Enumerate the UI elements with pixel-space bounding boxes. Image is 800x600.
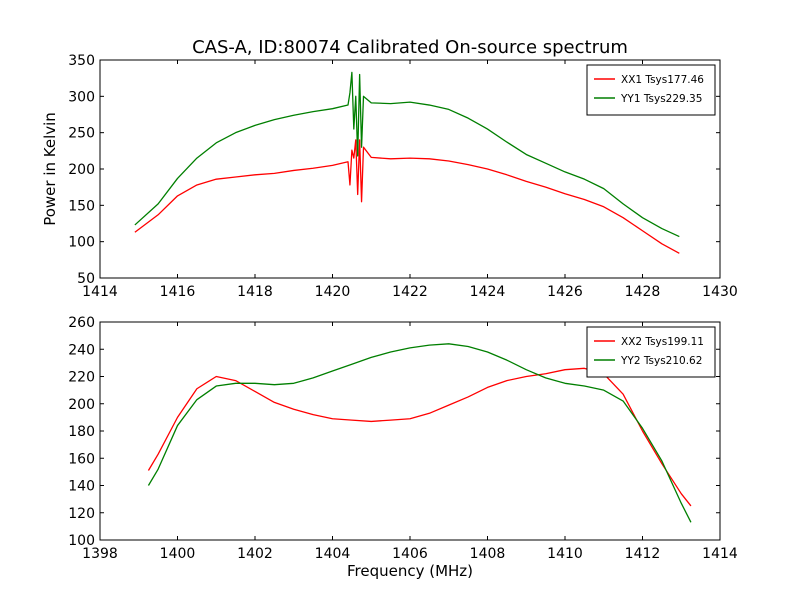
chart-title: CAS-A, ID:80074 Calibrated On-source spe… — [192, 37, 628, 58]
y-tick-label: 220 — [68, 370, 95, 386]
series-line-2 — [134, 71, 680, 238]
x-tick-label: 1408 — [470, 546, 506, 562]
x-tick-label: 1430 — [702, 284, 738, 300]
legend-label: YY2 Tsys210.62 — [620, 355, 702, 367]
y-tick-label: 100 — [68, 533, 95, 549]
x-tick-label: 1418 — [237, 284, 273, 300]
y-tick-label: 260 — [68, 315, 95, 331]
y-tick-label: 150 — [68, 198, 95, 214]
y-tick-label: 300 — [68, 89, 95, 105]
legend-box — [586, 326, 716, 378]
y-tick-label: 250 — [68, 126, 95, 142]
y-tick-label: 350 — [68, 53, 95, 69]
x-tick-label: 1426 — [547, 284, 583, 300]
y-tick-label: 100 — [68, 235, 95, 251]
y-tick-label: 50 — [77, 271, 95, 287]
x-tick-label: 1420 — [315, 284, 351, 300]
y-tick-label: 200 — [68, 397, 95, 413]
y-tick-label: 120 — [68, 506, 95, 522]
x-tick-label: 1422 — [392, 284, 428, 300]
x-tick-label: 1414 — [702, 546, 738, 562]
y-tick-label: 180 — [68, 424, 95, 440]
top-panel: 1414 1416 1418 1420 1422 1424 1426 1428 1430 50 10… — [41, 53, 738, 300]
legend-box — [586, 64, 716, 116]
legend-label: XX1 Tsys177.46 — [621, 74, 704, 86]
x-tick-label: 1428 — [625, 284, 661, 300]
bottom-panel: 1398 1400 1402 1404 1406 1408 1410 1412 1414 100 1… — [68, 315, 738, 580]
y-axis-label: Power in Kelvin — [41, 112, 59, 226]
x-tick-label: 1410 — [547, 546, 583, 562]
y-tick-label: 160 — [68, 451, 95, 467]
legend-label: XX2 Tsys199.11 — [621, 336, 704, 348]
x-tick-label: 1406 — [392, 546, 428, 562]
x-tick-label: 1402 — [237, 546, 273, 562]
series-line-2 — [147, 343, 692, 523]
y-tick-label: 140 — [68, 479, 95, 495]
x-tick-label: 1424 — [470, 284, 506, 300]
x-tick-label: 1412 — [625, 546, 661, 562]
x-tick-label: 1416 — [160, 284, 196, 300]
series-line-1 — [134, 139, 680, 254]
x-tick-label: 1414 — [82, 284, 118, 300]
x-tick-label: 1400 — [160, 546, 196, 562]
x-axis-label: Frequency (MHz) — [347, 562, 473, 580]
y-tick-label: 240 — [68, 342, 95, 358]
legend-label: YY1 Tsys229.35 — [620, 93, 702, 105]
x-tick-label: 1398 — [82, 546, 118, 562]
y-tick-label: 200 — [68, 162, 95, 178]
x-tick-label: 1404 — [315, 546, 351, 562]
